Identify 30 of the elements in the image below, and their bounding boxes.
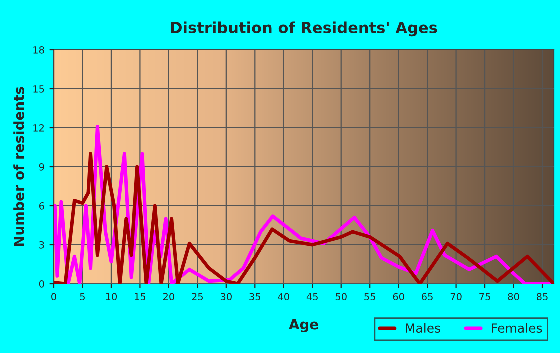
x-tick-label: 45	[306, 293, 318, 301]
x-tick-label: 20	[163, 293, 174, 301]
legend-label: Females	[492, 323, 542, 334]
y-tick-label: 9	[39, 163, 44, 171]
y-tick-label: 12	[34, 124, 44, 132]
y-axis-title: Number of residents	[14, 87, 24, 246]
x-tick-label: 35	[250, 293, 260, 301]
y-tick-label: 15	[34, 86, 44, 93]
x-tick-label: 60	[393, 293, 404, 301]
x-tick-label: 40	[278, 293, 290, 301]
y-tick-label: 18	[34, 46, 44, 54]
y-tick-label: 0	[39, 280, 44, 288]
x-tick-label: 30	[220, 293, 232, 301]
x-axis-title: Age	[289, 319, 318, 333]
chart-title: Distribution of Residents' Ages	[171, 22, 438, 37]
x-tick-label: 0	[52, 293, 56, 301]
x-tick-label: 25	[192, 293, 204, 301]
x-tick-label: 10	[106, 293, 118, 301]
x-tick-label: 50	[336, 293, 347, 301]
x-tick-label: 55	[364, 293, 376, 301]
x-tick-label: 70	[450, 293, 462, 301]
x-tick-label: 75	[480, 293, 490, 301]
x-tick-label: 65	[422, 293, 433, 301]
x-tick-label: 80	[508, 293, 520, 301]
legend-label: Males	[406, 323, 440, 334]
y-tick-label: 6	[39, 202, 44, 210]
x-tick-label: 15	[135, 293, 146, 301]
y-tick-label: 3	[40, 241, 44, 249]
x-tick-label: 5	[80, 293, 85, 301]
x-tick-label: 85	[536, 293, 548, 301]
